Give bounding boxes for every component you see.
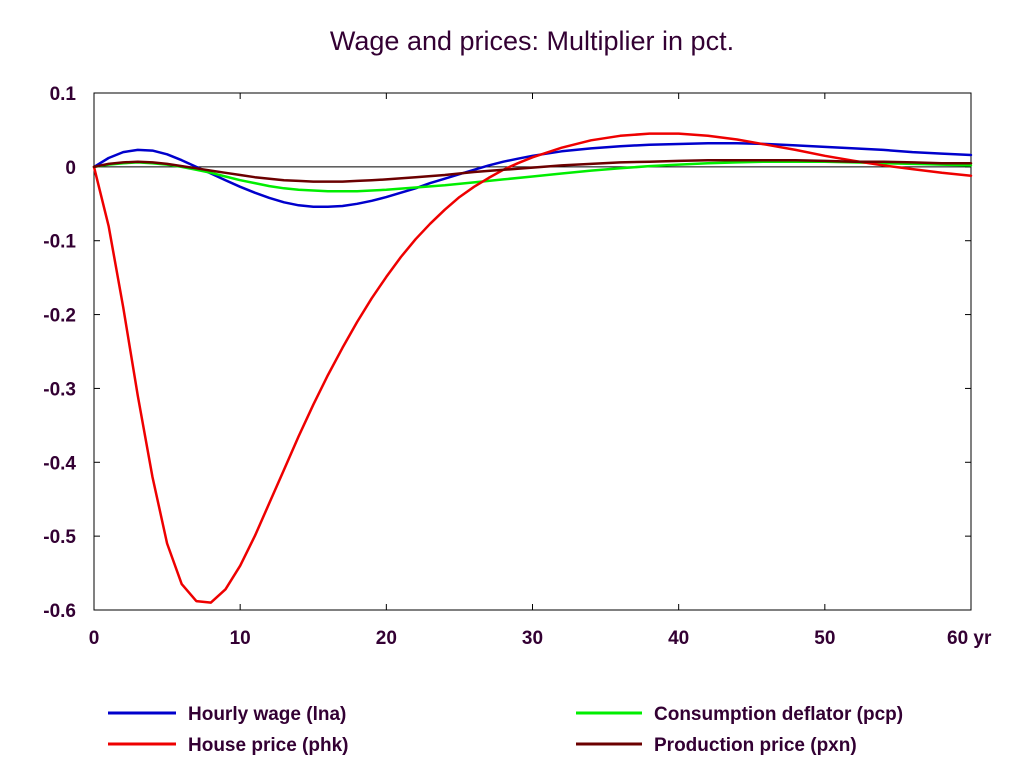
- y-tick-label: 0: [65, 158, 76, 179]
- series-line-3: [92, 132, 973, 604]
- y-tick-label: -0.1: [43, 232, 76, 253]
- x-tick-label: 10: [230, 628, 251, 649]
- legend-label: House price (phk): [188, 735, 348, 756]
- x-tick-label: 20: [376, 628, 397, 649]
- x-tick-label: 50: [814, 628, 835, 649]
- y-tick-label: -0.2: [43, 306, 76, 327]
- y-tick-label: -0.4: [43, 453, 76, 474]
- y-tick-label: 0.1: [50, 84, 77, 105]
- legend: Hourly wage (lna) Consumption deflator (p…: [108, 704, 903, 756]
- legend-label: Production price (pxn): [654, 735, 857, 756]
- x-tick-label: 40: [668, 628, 689, 649]
- plot-area: 0.1 0 -0.1 -0.2 -0.3 -0.4 -0.5 -0.6 0 10 20 30 40 50 6…: [43, 84, 992, 649]
- x-tick-label: 30: [522, 628, 543, 649]
- series-line-4: [92, 158, 973, 183]
- x-tick-label: 60 yr: [947, 628, 992, 649]
- x-tick-label: 0: [89, 628, 100, 649]
- y-tick-label: -0.3: [43, 379, 76, 400]
- chart-title: Wage and prices: Multiplier in pct.: [330, 26, 734, 56]
- y-tick-label: -0.6: [43, 601, 76, 622]
- legend-label: Consumption deflator (pcp): [654, 704, 903, 725]
- y-tick-label: -0.5: [43, 527, 76, 548]
- legend-label: Hourly wage (lna): [188, 704, 346, 725]
- series-line-2: [92, 160, 973, 193]
